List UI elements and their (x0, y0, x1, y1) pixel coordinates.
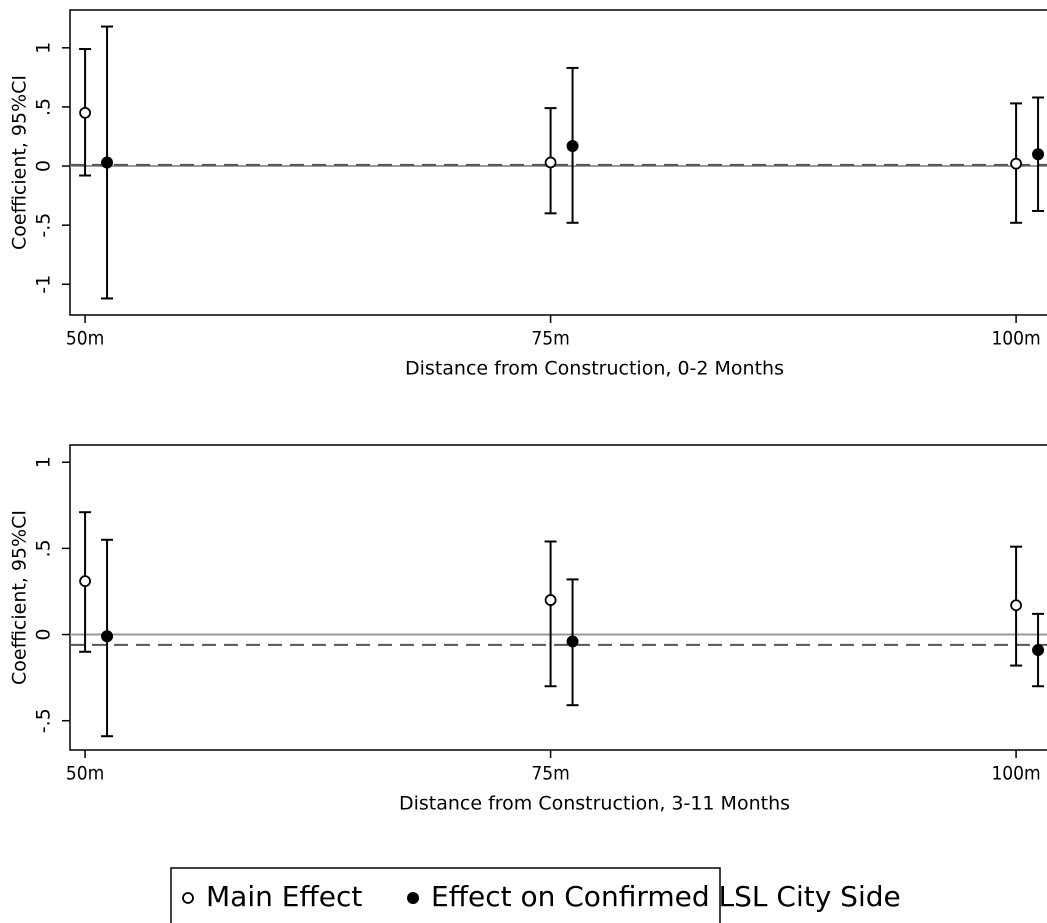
x-tick-label: 100m (991, 328, 1040, 350)
y-axis-title: Coefficient, 95%CI (9, 75, 31, 250)
point (101, 630, 114, 643)
y-tick-label: 1 (33, 42, 55, 54)
y-tick-label: .5 (33, 539, 55, 557)
y-tick-label: 0 (33, 629, 55, 641)
legend-marker (407, 892, 419, 904)
x-tick-label: 75m (531, 763, 569, 785)
y-tick-label: -.5 (33, 213, 55, 238)
y-tick-label: -1 (33, 275, 55, 294)
legend-label: Main Effect (206, 880, 362, 913)
legend-label: Effect on Confirmed LSL City Side (431, 880, 901, 913)
point (1032, 148, 1045, 161)
point (566, 635, 579, 648)
point (1010, 157, 1022, 170)
point (79, 575, 91, 588)
y-tick-label: 1 (33, 456, 55, 468)
y-tick-label: 0 (33, 160, 55, 172)
y-tick-label: .5 (33, 98, 55, 116)
point (101, 156, 114, 169)
point (1032, 644, 1045, 657)
legend-box (170, 867, 721, 923)
x-axis-title: Distance from Construction, 0-2 Months (405, 358, 784, 380)
point (544, 156, 557, 169)
x-tick-label: 50m (66, 763, 104, 785)
x-axis-title: Distance from Construction, 3-11 Months (399, 793, 790, 815)
frame (69, 9, 1047, 316)
x-tick-label: 50m (66, 328, 104, 350)
frame (69, 444, 1047, 751)
legend-marker (182, 892, 194, 904)
point (566, 139, 579, 152)
y-tick-label: -.5 (33, 708, 55, 733)
x-tick-label: 100m (991, 763, 1040, 785)
point (79, 106, 91, 119)
x-tick-label: 75m (531, 328, 569, 350)
point (544, 594, 557, 606)
y-axis-title: Coefficient, 95%CI (9, 510, 31, 685)
point (1010, 599, 1022, 612)
